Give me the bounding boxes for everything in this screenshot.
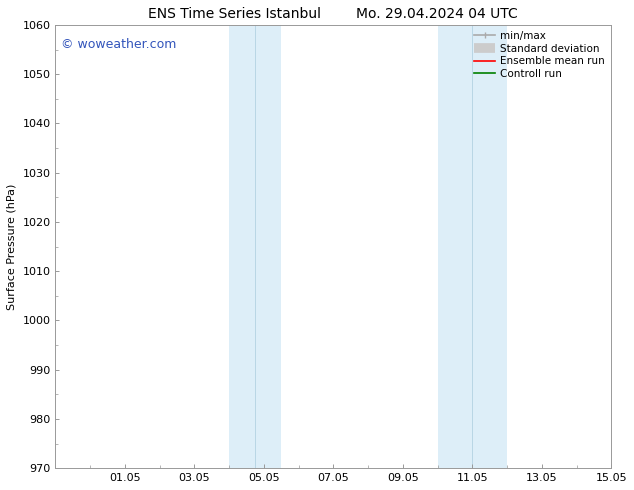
Text: © woweather.com: © woweather.com: [61, 38, 176, 51]
Bar: [229, 25, 281, 468]
Legend: min/max, Standard deviation, Ensemble mean run, Controll run: min/max, Standard deviation, Ensemble me…: [471, 28, 608, 82]
Title: ENS Time Series Istanbul        Mo. 29.04.2024 04 UTC: ENS Time Series Istanbul Mo. 29.04.2024 …: [148, 7, 518, 21]
Y-axis label: Surface Pressure (hPa): Surface Pressure (hPa): [7, 183, 17, 310]
Bar: [437, 25, 507, 468]
